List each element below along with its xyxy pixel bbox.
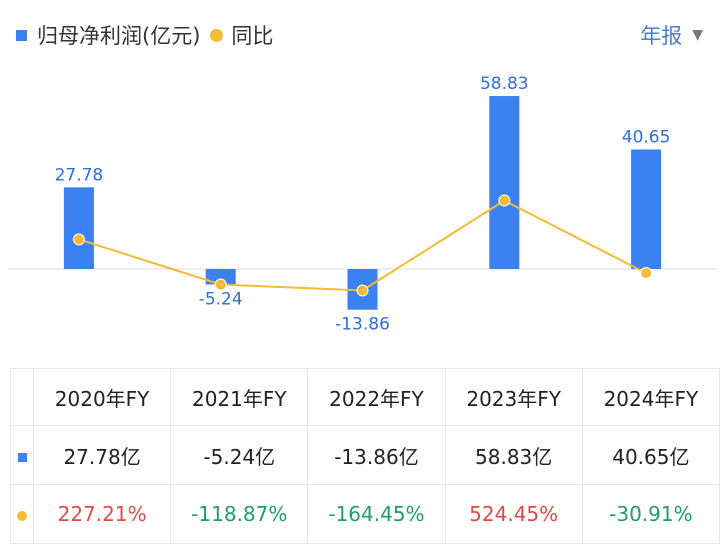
line-legend-label: 同比 (231, 24, 274, 48)
bar-data-label-2: -13.86 (335, 315, 390, 335)
yoy-cell: -30.91% (581, 484, 721, 544)
bar-data-label-0: 27.78 (55, 165, 104, 185)
yoy-point-0 (72, 233, 85, 246)
yoy-cell: -164.45% (307, 484, 446, 544)
bar-4 (631, 149, 662, 269)
table-header-cell: 2024年FY (581, 368, 721, 426)
bar-legend-label: 归母净利润(亿元) (37, 24, 201, 48)
profit-cell: 27.78亿 (32, 425, 172, 485)
bar-1 (205, 269, 236, 285)
yoy-point-4 (640, 267, 653, 280)
table-header-row: 2020年FY 2021年FY 2022年FY 2023年FY 2024年FY (10, 368, 721, 426)
profit-chart: 27.78 -5.24 -13.86 58.83 40.65 (8, 74, 717, 335)
table-header-cell: 2021年FY (170, 368, 309, 426)
yoy-cell: 524.45% (444, 484, 583, 544)
bar-data-label-1: -5.24 (199, 289, 243, 309)
chart-legend: 归母净利润(亿元) 同比 (16, 20, 273, 50)
table-header-cell: 2020年FY (32, 368, 172, 426)
chevron-down-icon: ▼ (692, 27, 703, 43)
table-header-cell: 2023年FY (444, 368, 583, 426)
period-selector[interactable]: 年报 ▼ (640, 20, 703, 50)
yoy-cell: -118.87% (170, 484, 309, 544)
yoy-row-marker (10, 484, 34, 544)
period-selector-label: 年报 (640, 24, 683, 48)
data-table: 2020年FY 2021年FY 2022年FY 2023年FY 2024年FY … (10, 368, 721, 544)
bar-3 (489, 96, 520, 269)
table-header-cell: 2022年FY (307, 368, 446, 426)
bar-legend-marker (16, 29, 27, 41)
table-row-profit: 27.78亿 -5.24亿 -13.86亿 58.83亿 40.65亿 (10, 425, 721, 485)
yoy-cell: 227.21% (32, 484, 172, 544)
table-corner-cell (10, 368, 34, 426)
profit-cell: -13.86亿 (307, 425, 446, 485)
table-row-yoy: 227.21% -118.87% -164.45% 524.45% -30.91… (10, 484, 721, 544)
yoy-point-1 (214, 278, 227, 291)
line-legend-marker (210, 28, 224, 42)
profit-cell: 40.65亿 (581, 425, 721, 485)
bar-data-label-4: 40.65 (622, 127, 671, 147)
bar-0 (63, 187, 94, 269)
profit-cell: -5.24亿 (170, 425, 309, 485)
bar-data-label-3: 58.83 (480, 74, 529, 94)
profit-row-marker (10, 425, 34, 485)
yoy-point-2 (356, 284, 369, 297)
profit-cell: 58.83亿 (444, 425, 583, 485)
yoy-point-3 (498, 194, 511, 207)
